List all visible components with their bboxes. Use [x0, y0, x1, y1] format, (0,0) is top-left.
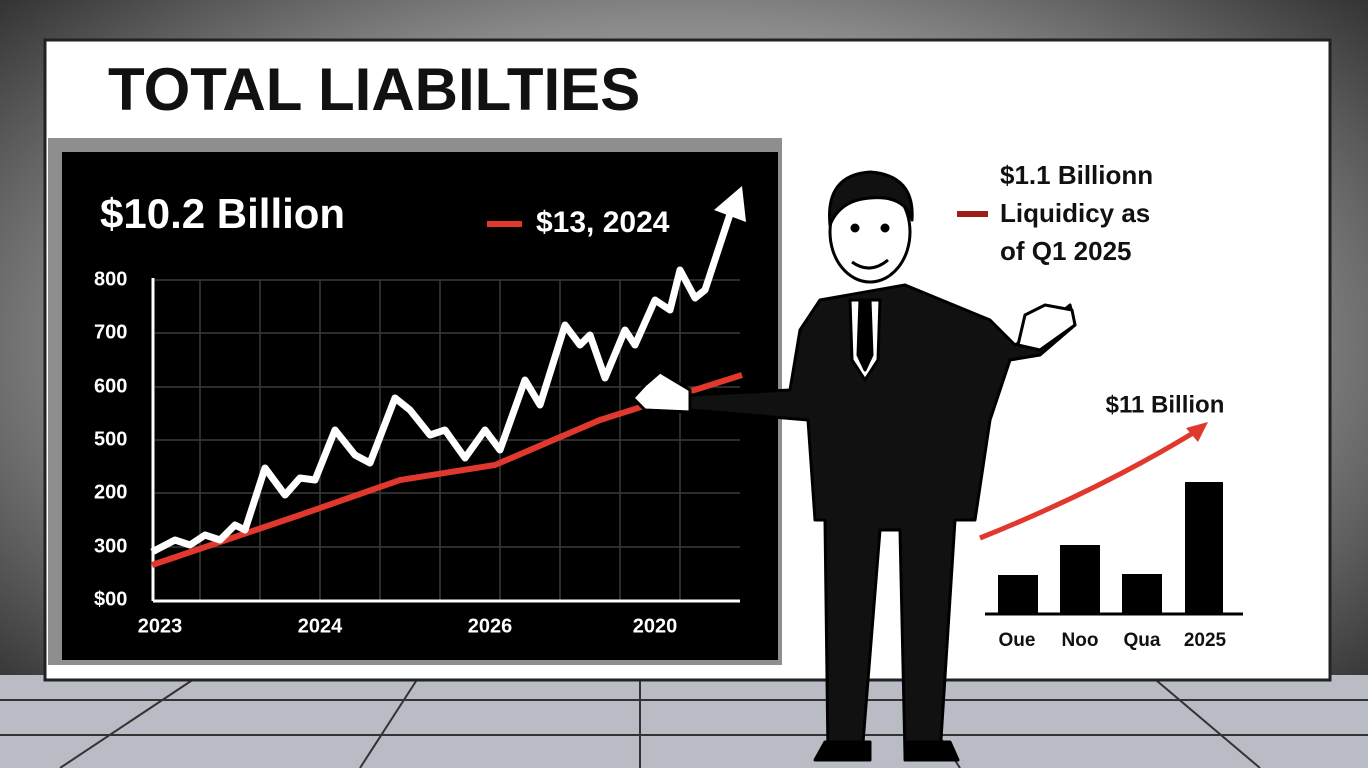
arrow-label: $11 Billion [1106, 391, 1225, 418]
red-trend-line [151, 372, 743, 568]
presenter [631, 170, 1077, 762]
bar-label: Noo [1062, 630, 1099, 651]
growth-arrow [979, 427, 1200, 541]
bar-label: Qua [1124, 630, 1161, 651]
arrow-head [714, 186, 746, 222]
y-label: 500 [94, 428, 127, 450]
y-label: 200 [94, 481, 127, 503]
y-labels: 800 700 600 500 200 300 $00 [94, 268, 127, 610]
legend-text: $13, 2024 [536, 206, 670, 239]
headline: $10.2 Billion [100, 190, 345, 237]
y-label: 600 [94, 375, 127, 397]
x-label: 2026 [468, 615, 513, 637]
title: TOTAL LIABILTIES [108, 56, 640, 123]
bar-label: 2025 [1184, 630, 1227, 651]
note: $1.1 Billionn Liquidicy as of Q1 2025 [1000, 160, 1153, 266]
x-label: 2020 [633, 615, 678, 637]
x-labels: 2023 2024 2026 2020 [138, 615, 678, 637]
bar-label: Oue [999, 630, 1036, 651]
y-label: 800 [94, 268, 127, 290]
y-label: 300 [94, 535, 127, 557]
x-label: 2023 [138, 615, 183, 637]
note-line: $1.1 Billionn [1000, 160, 1153, 190]
y-label: $00 [94, 588, 127, 610]
note-line: of Q1 2025 [1000, 236, 1132, 266]
bar-labels: Oue Noo Qua 2025 [999, 630, 1227, 651]
white-line [150, 203, 737, 556]
bars [998, 482, 1223, 614]
y-label: 700 [94, 321, 127, 343]
x-label: 2024 [298, 615, 343, 637]
floor [0, 674, 1368, 768]
axes [151, 278, 740, 603]
growth-arrow-head [1186, 422, 1208, 442]
note-line: Liquidicy as [1000, 198, 1150, 228]
